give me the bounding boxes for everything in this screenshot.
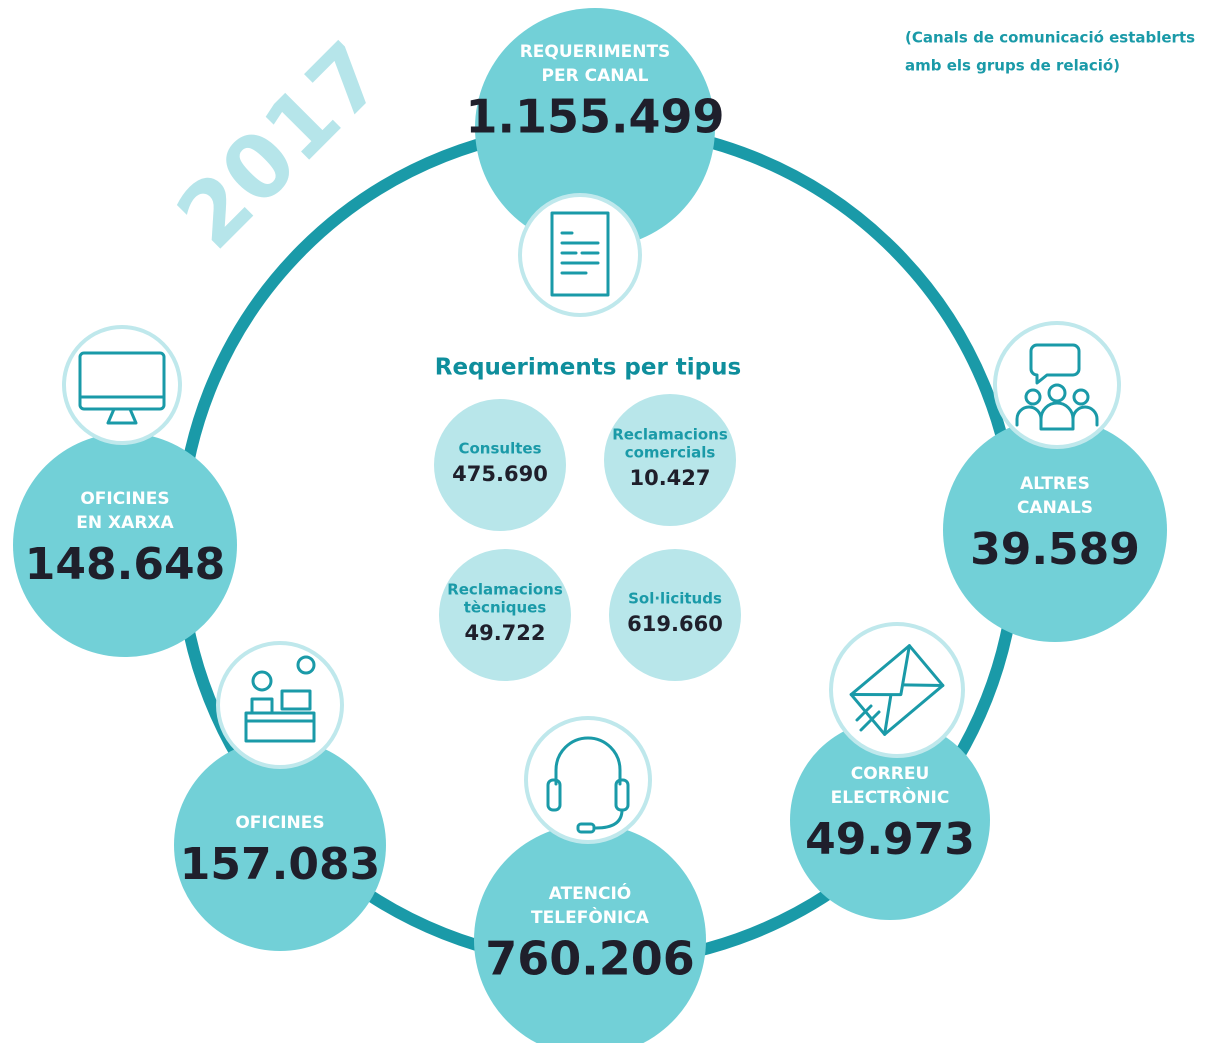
channel-circle (790, 720, 990, 920)
channel-label: TELEFÒNICA (531, 906, 650, 928)
channel-circle (13, 433, 237, 657)
type-circle (439, 549, 571, 681)
type-value: 619.660 (627, 612, 723, 636)
type-value: 10.427 (629, 466, 710, 490)
icon (546, 736, 630, 834)
channel-label: OFICINES (80, 489, 169, 509)
type-label: Sol·licituds (628, 590, 722, 608)
channel-value: 148.648 (25, 539, 225, 590)
channel-value: 49.973 (805, 814, 975, 865)
icon (849, 644, 945, 736)
channel-value: 39.589 (970, 524, 1140, 575)
icon-circle (216, 641, 344, 769)
year: 2017 (157, 22, 403, 268)
type-circle (609, 549, 741, 681)
type-circle (434, 399, 566, 531)
channel-label: PER CANAL (542, 66, 649, 86)
channel-label: CANALS (1017, 498, 1093, 518)
icon (1015, 343, 1099, 431)
channel-circle (474, 824, 706, 1043)
types-title: Requeriments per tipus (435, 355, 741, 381)
type-label: Consultes (458, 440, 541, 458)
type-label: Reclamacions (612, 426, 728, 444)
nodes: REQUERIMENTS PER CANAL 1.155.499 OFICINES EN… (13, 8, 1167, 1043)
note: (Canals de comunicació establerts (905, 29, 1195, 47)
icon (550, 211, 610, 297)
channel-label: EN XARXA (76, 513, 174, 533)
channel-label: CORREU (851, 764, 930, 784)
icon (244, 655, 316, 743)
type-value: 49.722 (464, 621, 545, 645)
icon-circle (829, 622, 965, 758)
channel-value: 1.155.499 (466, 90, 725, 144)
type-circle (604, 394, 736, 526)
icon-circle (62, 325, 182, 445)
icon (78, 351, 166, 425)
note: amb els grups de relació) (905, 57, 1120, 75)
channel-circle (174, 739, 386, 951)
channel-label: ATENCIÓ (549, 882, 632, 904)
channel-label: ELECTRÒNIC (831, 786, 950, 808)
type-label: comercials (625, 444, 716, 462)
channel-label: REQUERIMENTS (520, 42, 671, 62)
type-label: tècniques (464, 599, 547, 617)
type-label: Reclamacions (447, 581, 563, 599)
channel-circle (475, 8, 715, 248)
channel-label: OFICINES (235, 813, 324, 833)
channel-value: 157.083 (180, 839, 380, 890)
channel-circle (943, 418, 1167, 642)
channel-value: 760.206 (485, 932, 695, 986)
channel-label: ALTRES (1020, 474, 1090, 494)
icon-circle (518, 193, 642, 317)
type-value: 475.690 (452, 462, 548, 486)
